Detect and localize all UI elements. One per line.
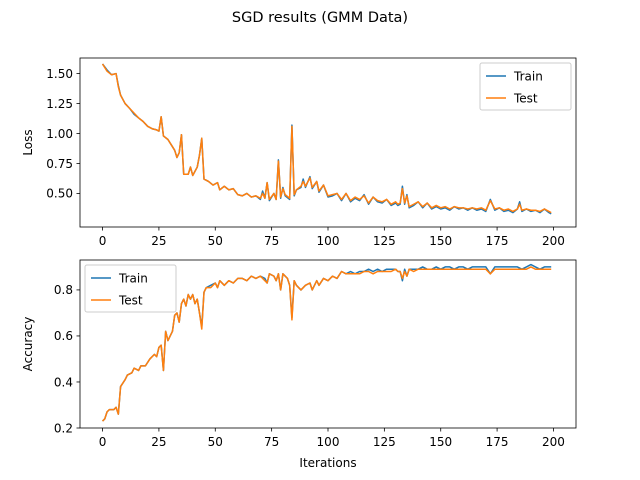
accuracy-x-tick-label: 50: [208, 435, 223, 449]
accuracy-y-axis-label: Accuracy: [21, 317, 35, 372]
loss-chart: 0 25 50 75 100 125 150 175 200 0.50 0.75 1.00 1.25 1…: [21, 57, 577, 248]
accuracy-y-ticks: 0.2 0.4 0.6 0.8: [54, 283, 80, 435]
loss-x-tick-label: 0: [99, 234, 107, 248]
accuracy-x-tick-label: 75: [264, 435, 279, 449]
accuracy-x-ticks: 0 25 50 75 100 125 150 175 200: [99, 428, 565, 449]
accuracy-plot-area: [102, 263, 552, 422]
loss-legend: Train Test: [479, 62, 572, 111]
loss-y-tick-label: 0.50: [46, 187, 73, 201]
accuracy-x-tick-label: 100: [317, 435, 340, 449]
loss-x-tick-label: 75: [264, 234, 279, 248]
accuracy-x-tick-label: 175: [486, 435, 509, 449]
accuracy-y-tick-label: 0.8: [54, 283, 73, 297]
loss-legend-label-test: Test: [513, 91, 538, 105]
loss-x-tick-label: 25: [151, 234, 166, 248]
loss-series-test-line: [101, 63, 552, 214]
accuracy-x-axis-label: Iterations: [299, 456, 356, 470]
loss-x-tick-label: 150: [429, 234, 452, 248]
loss-x-tick-label: 125: [373, 234, 396, 248]
loss-y-tick-label: 1.50: [46, 67, 73, 81]
accuracy-legend-label-train: Train: [118, 271, 148, 285]
loss-x-tick-label: 100: [317, 234, 340, 248]
accuracy-x-tick-label: 125: [373, 435, 396, 449]
loss-y-tick-label: 0.75: [46, 157, 73, 171]
loss-y-axis-label: Loss: [21, 129, 35, 155]
accuracy-y-tick-label: 0.4: [54, 375, 73, 389]
loss-x-ticks: 0 25 50 75 100 125 150 175 200: [99, 227, 565, 248]
loss-plot-area: [101, 63, 552, 215]
loss-legend-label-train: Train: [513, 69, 543, 83]
loss-x-tick-label: 175: [486, 234, 509, 248]
loss-y-ticks: 0.50 0.75 1.00 1.25 1.50: [46, 67, 80, 201]
accuracy-x-tick-label: 150: [429, 435, 452, 449]
loss-y-tick-label: 1.25: [46, 97, 73, 111]
loss-x-tick-label: 50: [208, 234, 223, 248]
accuracy-legend-label-test: Test: [118, 293, 143, 307]
accuracy-x-tick-label: 0: [99, 435, 107, 449]
accuracy-x-tick-label: 200: [542, 435, 565, 449]
accuracy-series-test-line: [102, 266, 552, 422]
accuracy-y-tick-label: 0.6: [54, 329, 73, 343]
accuracy-x-tick-label: 25: [151, 435, 166, 449]
accuracy-legend: Train Test: [84, 264, 177, 313]
loss-x-tick-label: 200: [542, 234, 565, 248]
figure-title: SGD results (GMM Data): [232, 10, 408, 26]
accuracy-y-tick-label: 0.2: [54, 421, 73, 435]
accuracy-chart: 0 25 50 75 100 125 150 175 200 0.2 0.4 0.6 0.8 Accu…: [21, 259, 577, 470]
loss-y-tick-label: 1.00: [46, 127, 73, 141]
